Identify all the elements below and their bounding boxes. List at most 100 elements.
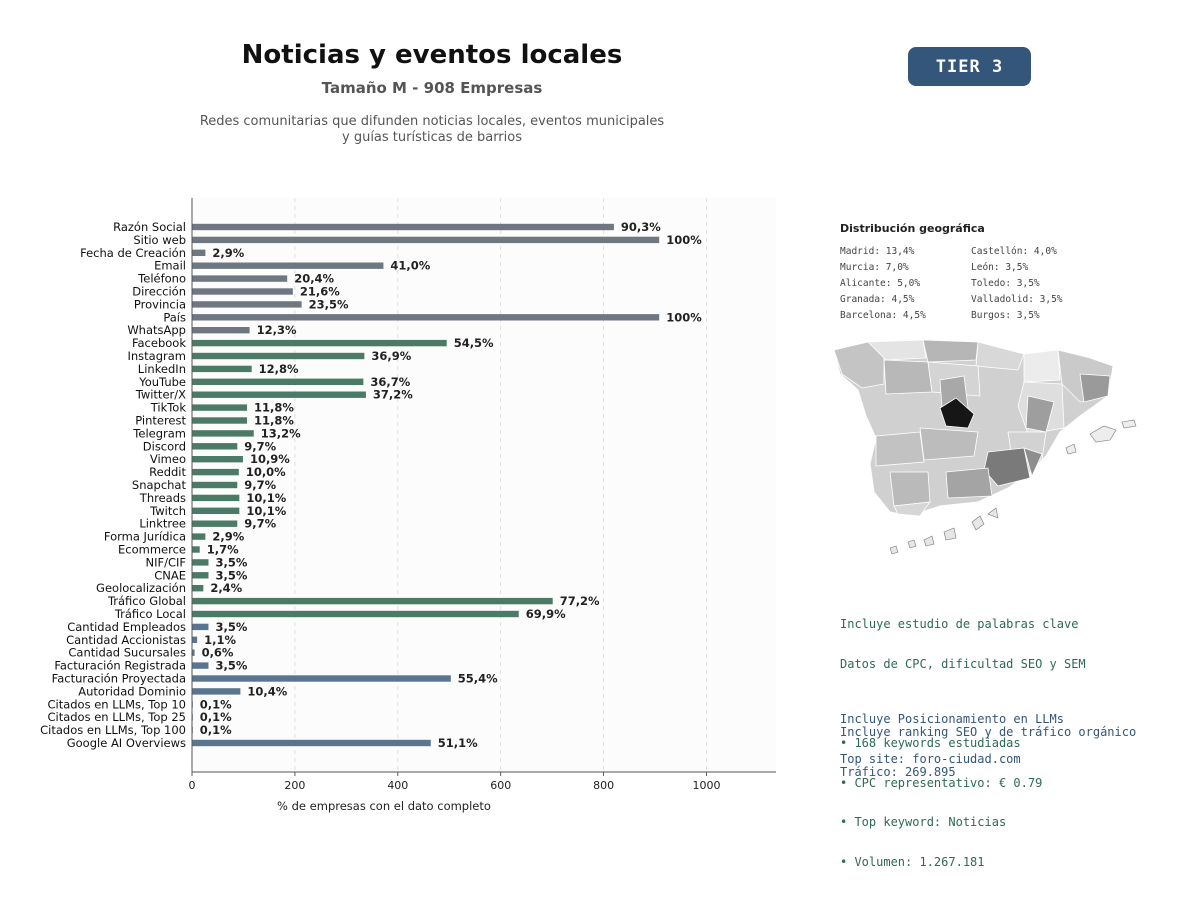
bar-value-label: 11,8% [254, 414, 294, 428]
x-tick-label: 1000 [693, 779, 721, 792]
bar [192, 688, 241, 695]
geo-item: León: 3,5% [971, 262, 1029, 273]
bar [192, 365, 252, 373]
map-region-canarias-6 [987, 507, 999, 519]
bar-value-label: 77,2% [560, 594, 600, 608]
bar-value-label: 10,0% [246, 465, 286, 479]
map-region-canarias-3 [923, 535, 935, 547]
map-region-baleares [1089, 425, 1117, 443]
category-label: Threads [139, 491, 186, 505]
bar-value-label: 10,1% [246, 491, 286, 505]
geo-item: Madrid: 13,4% [840, 246, 915, 257]
map-region-madrid [939, 397, 975, 429]
description-line-2: y guías turísticas de barrios [342, 130, 522, 146]
bar [192, 301, 302, 308]
category-label: Facturación Proyectada [52, 672, 186, 686]
category-label: Twitter/X [135, 388, 186, 402]
bar [192, 236, 660, 244]
x-tick-label: 0 [189, 779, 196, 792]
bar [192, 378, 364, 385]
category-label: Teléfono [137, 272, 186, 286]
bar-value-label: 0,1% [200, 723, 232, 737]
page-title: Noticias y eventos locales [241, 40, 623, 70]
category-label: Citados en LLMs, Top 100 [40, 723, 186, 737]
bar [192, 430, 254, 437]
bar-value-label: 37,2% [373, 388, 413, 402]
bar-value-label: 36,7% [370, 375, 410, 389]
bar [192, 468, 239, 476]
category-label: Citados en LLMs, Top 25 [47, 710, 186, 724]
bar [192, 494, 240, 502]
llm-block: Incluye Posicionamiento en LLMs Incluye … [840, 712, 1136, 779]
keyword-line-2: Datos de CPC, dificultad SEO y SEM [840, 657, 1086, 672]
category-label: Facebook [132, 336, 186, 350]
map-region-asturias [867, 339, 927, 361]
map-region-cantabria [922, 339, 979, 363]
completeness-bar-chart: 0 200 400 600 800 1000 Razón Social 90,3% Sitio … [40, 198, 776, 813]
keyword-bullet-1: • 168 keywords estudiadas [840, 736, 1021, 751]
geo-item: Burgos: 3,5% [971, 310, 1040, 321]
bar [192, 559, 209, 566]
category-label: Vimeo [150, 452, 186, 466]
bar [192, 275, 288, 282]
keyword-spacer [840, 698, 1086, 711]
geo-item: Castellón: 4,0% [971, 246, 1057, 257]
category-label: TikTok [150, 401, 187, 415]
bar-value-label: 51,1% [438, 736, 478, 750]
bar [192, 443, 238, 450]
category-label: Tráfico Global [107, 594, 186, 608]
category-label: Facturación Registrada [54, 659, 186, 673]
page-description: Redes comunitarias que difunden noticias… [182, 114, 682, 147]
category-label: Fecha de Creación [80, 246, 186, 260]
bar [192, 288, 293, 295]
bar [192, 507, 240, 514]
keyword-bullet-4: • Volumen: 1.267.181 [840, 855, 985, 870]
bar-value-label: 54,5% [454, 336, 494, 350]
bar [192, 572, 209, 579]
bar-value-label: 10,4% [247, 684, 287, 698]
map-region-canarias-2 [943, 527, 957, 541]
bar [192, 249, 206, 256]
bar-value-label: 3,5% [215, 659, 247, 673]
x-tick-label: 200 [284, 779, 305, 792]
geo-item: Alicante: 5,0% [840, 278, 921, 289]
category-label: Cantidad Sucursales [68, 646, 186, 660]
category-label: Reddit [149, 465, 186, 479]
category-label: NIF/CIF [145, 555, 186, 569]
category-label: Email [154, 259, 186, 273]
geo-distribution-list: Madrid: 13,4% Castellón: 4,0% Murcia: 7,0%… [840, 245, 1100, 322]
bar-value-label: 69,9% [526, 607, 566, 621]
bar-value-label: 23,5% [309, 297, 349, 311]
bar [192, 610, 519, 618]
bar-value-label: 1,1% [204, 633, 236, 647]
bar-value-label: 9,7% [244, 478, 276, 492]
category-label: Provincia [134, 297, 186, 311]
category-label: Dirección [132, 285, 186, 299]
category-label: Citados en LLMs, Top 10 [47, 697, 186, 711]
bar-value-label: 41,0% [390, 259, 430, 273]
category-label: Ecommerce [118, 543, 186, 557]
bar-value-label: 0,1% [200, 710, 232, 724]
map-region-pais-vasco [975, 341, 1025, 371]
bar [192, 327, 250, 334]
bar [192, 481, 238, 489]
llm-spacer [840, 739, 1136, 752]
map-region-canarias-5 [889, 545, 899, 555]
bar [192, 533, 206, 540]
map-region-valladolid [939, 375, 969, 409]
bar [192, 352, 365, 360]
bar-value-label: 13,2% [261, 426, 301, 440]
geo-item: Barcelona: 4,5% [840, 310, 926, 321]
description-line-1: Redes comunitarias que difunden noticias… [199, 114, 665, 129]
geo-item: Granada: 4,5% [840, 294, 915, 305]
category-label: Pinterest [135, 414, 186, 428]
map-region-canarias-1 [971, 515, 985, 531]
page-subtitle: Tamaño M - 908 Empresas [321, 79, 543, 97]
bar-value-label: 55,4% [458, 672, 498, 686]
bar [192, 314, 660, 321]
keyword-study-block: Incluye estudio de palabras clave Datos … [840, 592, 1086, 882]
map-region-navarra [1023, 349, 1061, 383]
bar-value-label: 3,5% [215, 620, 247, 634]
bar-value-label: 90,3% [621, 220, 661, 234]
bar-value-label: 12,3% [257, 323, 297, 337]
